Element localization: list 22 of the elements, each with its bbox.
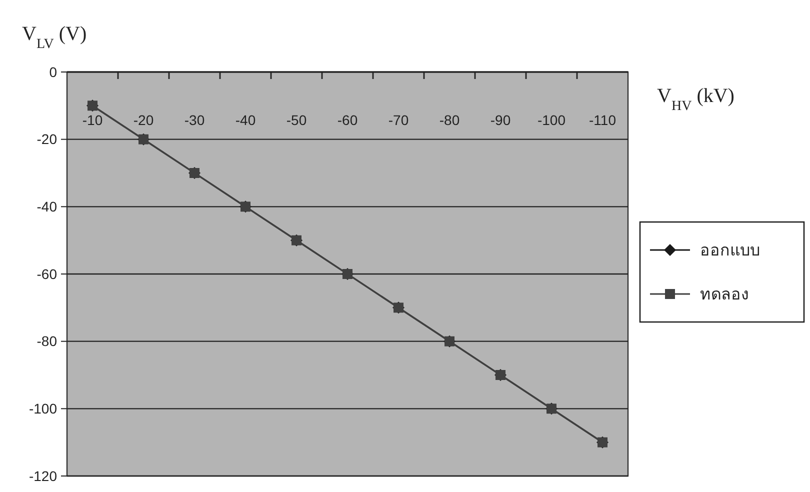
x-tick-label: -50 (286, 112, 307, 128)
x-tick-label: -70 (388, 112, 409, 128)
x-axis-title: V$_{HV}$ (kV) (657, 85, 734, 114)
x-tick-label: -40 (235, 112, 256, 128)
x-tick-label: -30 (184, 112, 205, 128)
legend-label: ทดลอง (700, 286, 749, 304)
y-tick-label: -20 (36, 131, 58, 148)
y-tick-label: -120 (28, 468, 58, 484)
y-tick-label: -100 (28, 400, 58, 417)
y-tick-label: -60 (36, 266, 58, 282)
x-tick-label: -10 (82, 112, 103, 128)
y-tick-label: -80 (36, 333, 58, 350)
x-tick-label: -80 (439, 112, 460, 128)
x-tick-label: -20 (133, 112, 154, 128)
x-tick-label: -110 (589, 112, 616, 128)
legend-label: ออกแบบ (700, 242, 760, 260)
y-axis-title: V$_{LV}$ (V) (22, 23, 87, 52)
x-tick-label: -90 (490, 112, 511, 128)
y-tick-label: 0 (49, 64, 58, 80)
x-tick-label: -60 (337, 112, 358, 128)
y-tick-label: -40 (36, 198, 58, 215)
x-tick-label: -100 (537, 112, 566, 128)
